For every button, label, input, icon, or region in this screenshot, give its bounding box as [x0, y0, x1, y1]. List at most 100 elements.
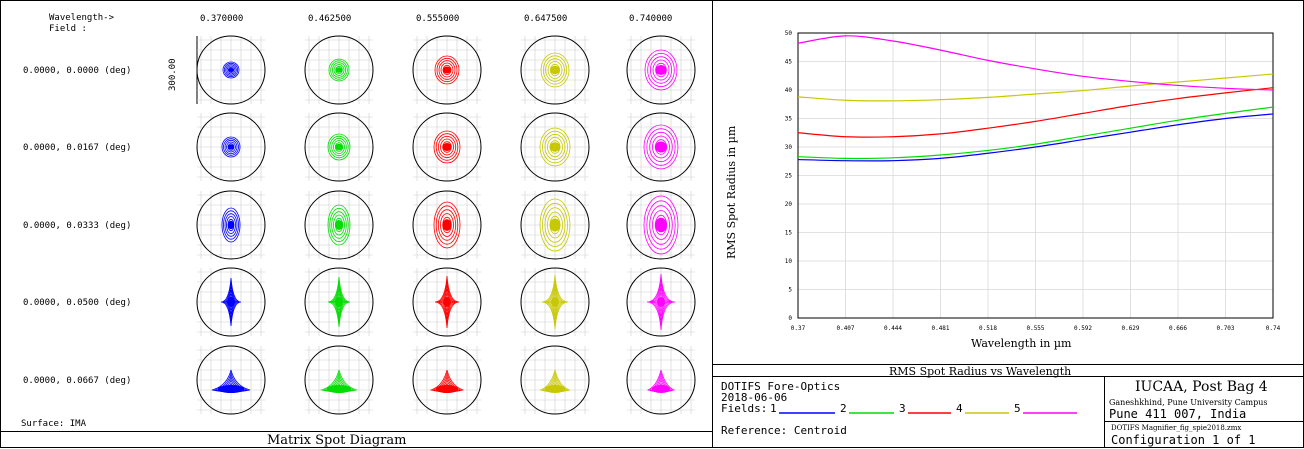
wavelength-label-2: 0.462500 [308, 14, 352, 24]
spot-ring [434, 275, 460, 329]
x-tick-label: 0.481 [931, 325, 949, 332]
spot-cell [412, 190, 482, 260]
spot-ring [547, 137, 563, 157]
spot-core [227, 144, 235, 150]
airy-disk-circle [626, 35, 696, 105]
org-box: IUCAA, Post Bag 4 Ganeshkhind, Pune Univ… [1104, 376, 1304, 448]
spot-matrix [196, 35, 696, 415]
spot-cell [304, 112, 374, 182]
plot-frame [797, 32, 1274, 319]
configuration-label: Configuration 1 of 1 [1111, 433, 1256, 447]
airy-disk-circle [412, 35, 482, 105]
spot-cell [412, 267, 482, 337]
y-tick-label: 25 [785, 173, 793, 180]
spot-core [435, 385, 459, 393]
spot-ring [220, 277, 242, 327]
spot-ring [225, 64, 237, 76]
airy-disk-circle [196, 190, 266, 260]
spot-core [227, 297, 235, 307]
spot-ring [331, 137, 347, 157]
wavelength-header: Wavelength-> [49, 13, 115, 23]
airy-disk-circle [304, 267, 374, 337]
spot-cell [196, 112, 266, 182]
spot-ring [652, 210, 670, 240]
spot-ring [331, 62, 347, 78]
design-date: 2018-06-06 [721, 391, 788, 404]
spot-core [549, 218, 561, 232]
spot-cell [196, 35, 266, 105]
spot-cell [520, 267, 590, 337]
spot-ring [646, 273, 676, 331]
spot-ring [643, 195, 679, 255]
x-tick-label: 0.555 [1026, 325, 1044, 332]
spot-ring [540, 52, 570, 88]
series-line-3 [797, 87, 1274, 138]
spot-ring [438, 60, 456, 80]
spot-ring [224, 139, 238, 155]
spot-core [655, 141, 667, 153]
spot-ring [331, 211, 347, 239]
airy-disk-circle [520, 190, 590, 260]
legend-number-3: 3 [899, 402, 906, 415]
spot-ring [652, 135, 670, 159]
y-tick-label: 40 [785, 87, 793, 94]
y-tick-label: 10 [785, 258, 793, 265]
spot-cell [626, 267, 696, 337]
spot-cell [304, 190, 374, 260]
spot-ring [649, 131, 673, 163]
fields-label: Fields: [721, 402, 768, 415]
spot-cell [520, 35, 590, 105]
spot-diagram-title: Matrix Spot Diagram [267, 433, 407, 448]
chart-title-divider [713, 364, 1303, 365]
y-tick-label: 30 [785, 144, 793, 151]
field-legend-lines [779, 412, 1077, 414]
spot-ring [327, 133, 351, 161]
wavelength-label-1: 0.370000 [200, 14, 244, 24]
spot-ring [644, 49, 678, 91]
airy-disk-circle [304, 112, 374, 182]
spot-cell [520, 190, 590, 260]
spot-ring [223, 62, 239, 78]
spot-diagram-panel: Wavelength-> Field : 0.370000 0.462500 0… [0, 0, 713, 448]
airy-disk-circle [520, 267, 590, 337]
x-tick-label: 0.703 [1216, 325, 1234, 332]
field-label-1: 0.0000, 0.0000 (deg) [23, 66, 132, 76]
spot-ring [330, 60, 348, 80]
legend-number-1: 1 [770, 402, 777, 415]
spot-cell [520, 112, 590, 182]
spot-cell [304, 35, 374, 105]
spot-core [335, 297, 343, 307]
wavelength-label-3: 0.555000 [416, 14, 460, 24]
spot-ring [542, 202, 568, 248]
x-tick-label: 0.666 [1169, 325, 1187, 332]
airy-disk-circle [196, 35, 266, 105]
legend-number-2: 2 [840, 402, 847, 415]
series-line-2 [797, 106, 1274, 160]
y-tick-label: 35 [785, 116, 793, 123]
spot-ring [440, 138, 454, 156]
field-label-3: 0.0000, 0.0333 (deg) [23, 221, 132, 231]
reference-label: Reference: Centroid [721, 424, 847, 437]
spot-ring [329, 207, 349, 243]
spot-cell [304, 267, 374, 337]
spot-cell [196, 267, 266, 337]
series-line-4 [797, 73, 1274, 102]
spot-cell [196, 345, 266, 415]
spot-ring [545, 58, 565, 82]
airy-disk-circle [304, 35, 374, 105]
spot-cell [626, 112, 696, 182]
series-line-5 [797, 35, 1274, 91]
spot-ring [649, 56, 673, 84]
y-tick-label: 20 [785, 201, 793, 208]
chart-title: RMS Spot Radius vs Wavelength [889, 365, 1072, 378]
wavelength-label-5: 0.740000 [629, 14, 673, 24]
series-line-1 [797, 113, 1274, 162]
spot-ring [223, 210, 239, 240]
spot-ring [226, 141, 236, 153]
airy-disk-circle [626, 267, 696, 337]
spot-ring [643, 124, 679, 170]
spot-ring [440, 62, 454, 78]
airy-disk-circle [412, 190, 482, 260]
airy-disk-circle [196, 112, 266, 182]
spot-ring [547, 211, 563, 239]
